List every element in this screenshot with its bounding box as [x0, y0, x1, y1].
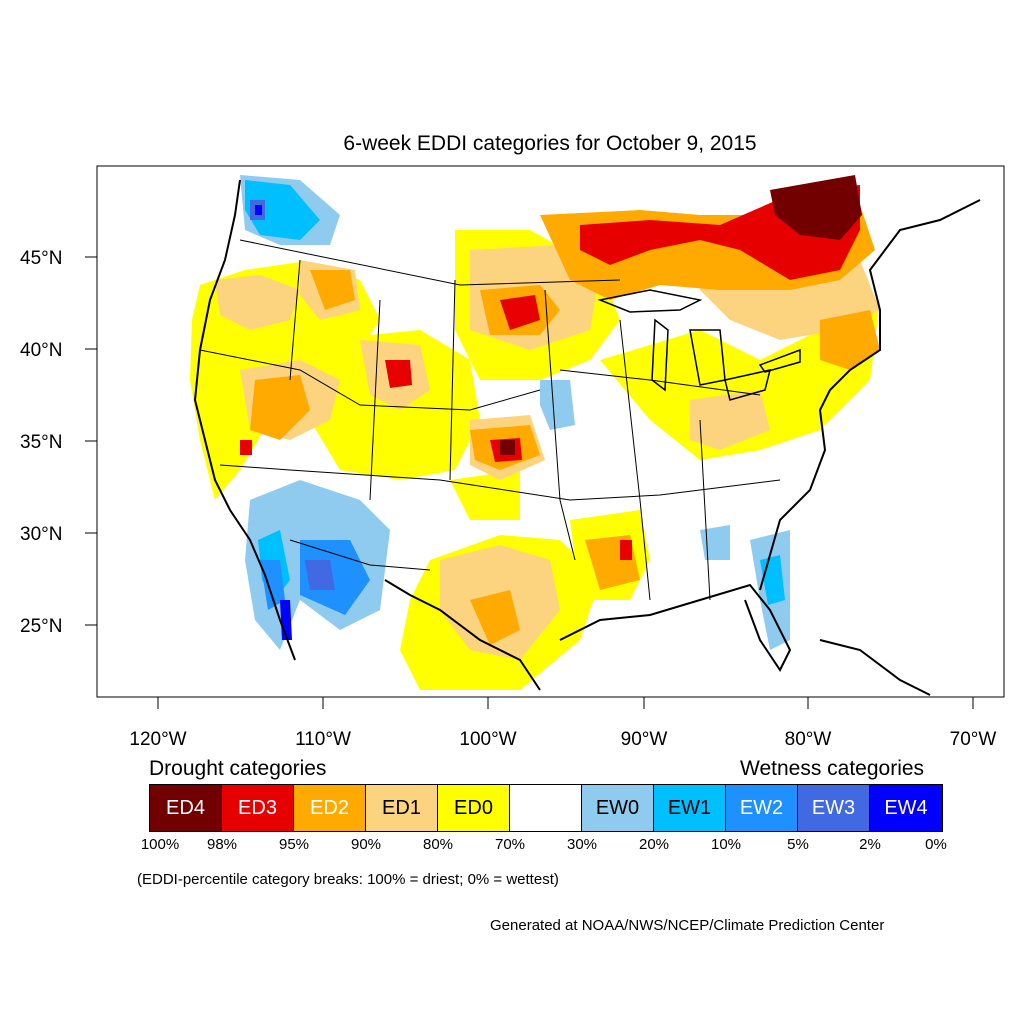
category-note: (EDDI-percentile category breaks: 100% =… — [137, 871, 559, 888]
percentile-label: 100% — [140, 836, 180, 853]
percentile-label: 90% — [350, 836, 382, 853]
legend-cell: ED1 — [366, 785, 438, 831]
wetness-heading: Wetness categories — [740, 757, 925, 780]
lat-label: 40°N — [20, 340, 62, 361]
percentile-label: 0% — [925, 836, 947, 853]
lat-label: 45°N — [20, 248, 62, 269]
map-frame — [96, 165, 1005, 698]
lon-label: 110°W — [295, 729, 351, 750]
percentile-label: 30% — [566, 836, 598, 853]
ew2-regions — [260, 540, 370, 615]
percentile-label: 10% — [710, 836, 742, 853]
percentile-label: 70% — [494, 836, 526, 853]
percentile-label: 95% — [278, 836, 310, 853]
lon-label: 90°W — [621, 729, 668, 750]
lon-label: 100°W — [459, 729, 516, 750]
percentile-label: 2% — [859, 836, 881, 853]
legend-cell: ED2 — [294, 785, 366, 831]
legend-cell: EW1 — [654, 785, 726, 831]
legend-cell — [510, 785, 582, 831]
axis-ticks — [85, 256, 974, 709]
map-title: 6-week EDDI categories for October 9, 20… — [343, 132, 757, 155]
legend-cell: EW2 — [726, 785, 798, 831]
percentile-label: 98% — [206, 836, 238, 853]
percentile-label: 20% — [638, 836, 670, 853]
lon-label: 120°W — [129, 729, 186, 750]
drought-heading: Drought categories — [149, 757, 327, 780]
coastlines — [193, 179, 981, 691]
lon-label: 80°W — [785, 729, 832, 750]
legend-cell: EW0 — [582, 785, 654, 831]
ed4-regions — [500, 175, 862, 455]
percentile-label: 80% — [422, 836, 454, 853]
lat-label: 30°N — [20, 524, 62, 545]
legend-cell: ED3 — [222, 785, 294, 831]
legend-cell: EW3 — [798, 785, 870, 831]
islands — [819, 639, 931, 696]
lat-label: 35°N — [20, 432, 62, 453]
state-borders — [199, 239, 781, 601]
legend-cell: EW4 — [870, 785, 942, 831]
great-lakes — [597, 289, 801, 401]
percentile-label: 5% — [787, 836, 809, 853]
legend-cell: ED0 — [438, 785, 510, 831]
legend-cell: ED4 — [150, 785, 222, 831]
lon-label: 70°W — [950, 729, 997, 750]
credit-line: Generated at NOAA/NWS/NCEP/Climate Predi… — [490, 917, 885, 934]
category-legend: ED4 ED3 ED2 ED1 ED0 EW0 EW1 EW2 EW3 EW4 — [149, 784, 943, 832]
lat-label: 25°N — [20, 616, 62, 637]
